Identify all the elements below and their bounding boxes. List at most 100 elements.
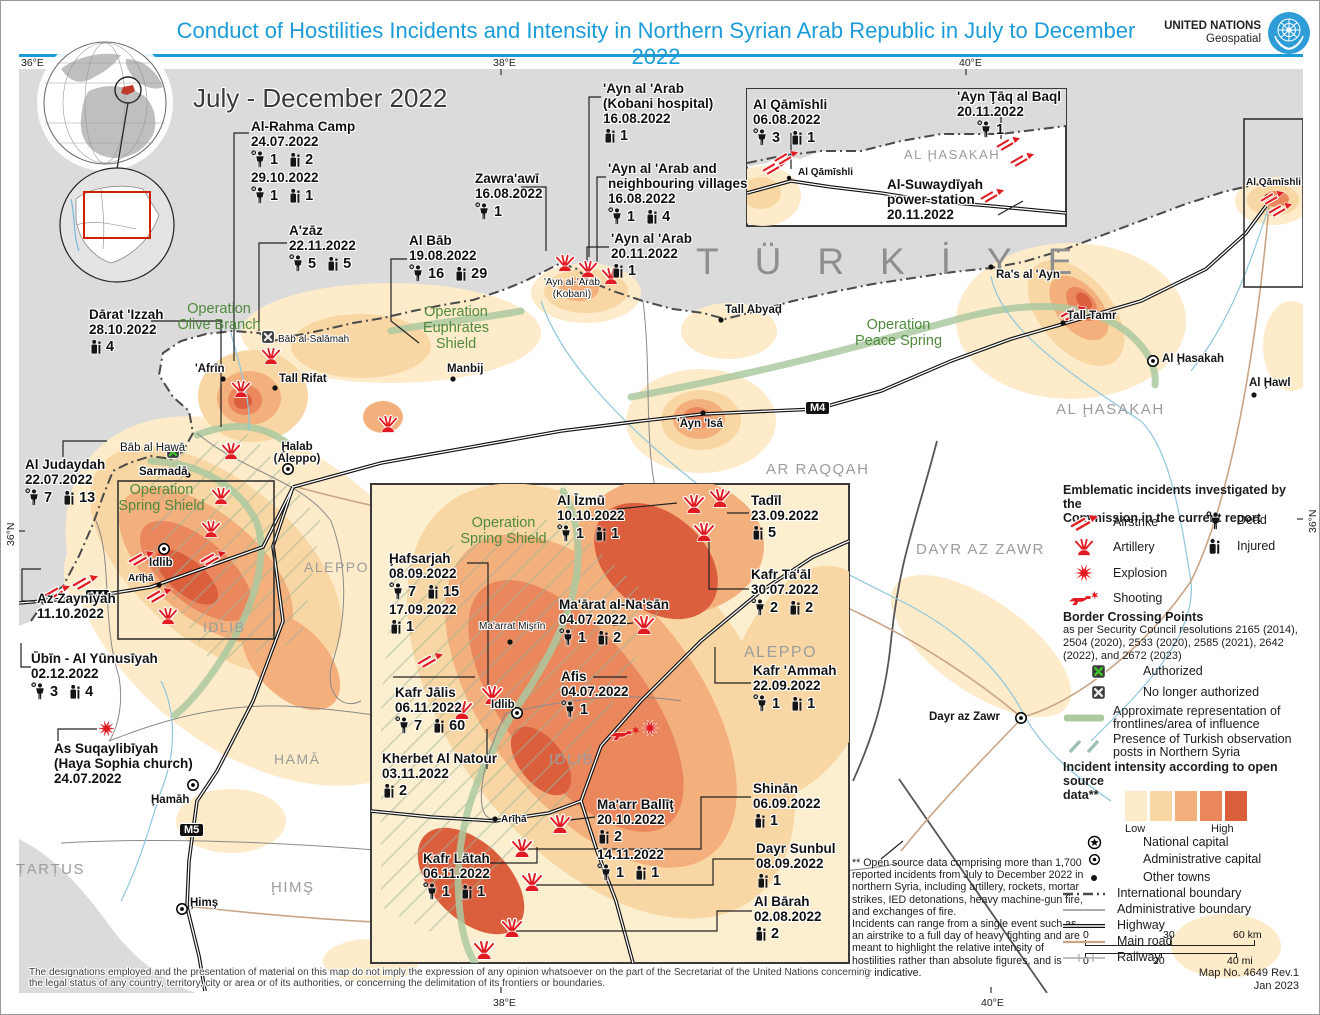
town-label-ariha-inset: Arīḩā (501, 814, 527, 825)
injured-count: 1 (406, 619, 415, 635)
dead-count: 7 (44, 490, 53, 506)
scale-km-0: 0 (1083, 929, 1089, 941)
not-authorized-icon (1083, 685, 1113, 700)
casualty-row: 2 2 (751, 598, 820, 616)
injured-count: 1 (773, 873, 782, 889)
casualty-row: 2 (382, 782, 497, 799)
dead-count: 2 (770, 600, 779, 616)
un-disclaimer: The designations employed and the presen… (29, 967, 871, 989)
injured-icon (68, 683, 81, 700)
incident-date: 02.12.2022 (31, 666, 99, 681)
callout-name: Shinān (753, 781, 799, 796)
callout-name: Kafr Ta'āl (751, 567, 811, 582)
dead-legend-icon (1199, 511, 1229, 530)
incident-date: 06.09.2022 (753, 796, 821, 811)
casualty-row: 1 1 (557, 524, 626, 542)
callout-name: Al Qāmīshli (753, 97, 828, 112)
injured-icon (594, 525, 607, 542)
town-label-al-qamishli-inset: Al Qāmīshli (798, 167, 854, 178)
legend-label-main-road: Main road (1117, 934, 1173, 948)
casualty-row: 1 (561, 700, 629, 718)
injured-count: 5 (343, 256, 352, 272)
injured-icon (788, 599, 801, 616)
casualty-row: 1 1 (251, 186, 355, 204)
injured-count: 1 (628, 263, 637, 279)
legend-label-administrative-boundary: Administrative boundary (1117, 902, 1252, 916)
callout-name: 'Ayn al 'Arab (Kobani hospital) (603, 81, 714, 111)
dead-icon (751, 598, 766, 616)
river-layer (120, 205, 1270, 902)
injured-count: 1 (770, 813, 779, 829)
incident-date: 06.11.2022 (395, 700, 462, 715)
callout-name: 'Ayn al 'Arab and neighbouring villages (608, 161, 748, 191)
legend-label-shooting: Shooting (1113, 591, 1163, 605)
injured-icon (790, 695, 803, 712)
callout-suqaylibiyah: As Suqaylibīyah (Haya Sophia church) 24.… (54, 741, 193, 786)
road-shield-m4-east: M4 (805, 401, 831, 415)
injured-icon (62, 489, 75, 506)
injured-icon (89, 338, 102, 355)
callout-leader-lines (20, 96, 1024, 932)
town-label-bab-al-hawa: Bāb al Hawā (120, 442, 186, 454)
legend-title: Emblematic incidents investigated by the… (1063, 483, 1286, 525)
ramp-swatch-5 (1225, 791, 1247, 821)
ramp-low-label: Low (1125, 823, 1146, 835)
callout-name: 'Ayn al 'Arab (611, 231, 692, 246)
idlib-extent-rect (117, 480, 275, 640)
town-label-tall-rifat: Tall Rifat (279, 373, 327, 385)
region-label-idlib-inset: IDLIB (549, 751, 595, 768)
injured-count: 1 (620, 128, 629, 144)
legend-label-dead: Dead (1237, 513, 1267, 527)
town-label-dayr-az-zawr: Dayr az Zawr (929, 711, 1000, 723)
casualty-row: 16 29 (409, 264, 494, 282)
dead-count: 1 (576, 526, 585, 542)
incident-date: 02.08.2022 (754, 909, 822, 924)
injured-icon (426, 583, 439, 600)
region-label-aleppo: ALEPPO (304, 559, 370, 575)
bcp-title: Border Crossing Points (1063, 610, 1204, 624)
scale-mi-20: 20 (1153, 955, 1165, 967)
town-label-tall-abyad: Tall Abyaḑ (725, 304, 782, 316)
un-emblem-icon (1268, 12, 1310, 54)
callout-maarat-nasan: Ma'ārat al-Na'sān 04.07.2022 1 2 (559, 597, 669, 648)
incident-date: 29.10.2022 (251, 170, 319, 185)
casualty-row: 1 (753, 812, 821, 829)
international-boundary-swatch (1063, 891, 1105, 897)
dead-count: 3 (772, 130, 781, 146)
ramp-swatch-3 (1175, 791, 1197, 821)
callout-name: Kafr Jālis (395, 685, 456, 700)
injured-count: 13 (79, 490, 96, 506)
region-label-hama: HAMĀ (274, 751, 321, 767)
callout-hafsarjah: Ḩafsarjah 08.09.2022 7 15 17.09.2022 1 (389, 551, 466, 637)
injured-count: 2 (771, 926, 780, 942)
callout-zawraawi: Zawra'awī 16.08.2022 1 (475, 171, 543, 222)
dead-icon (389, 582, 404, 600)
town-label-halab: Ḩalab (Aleppo) (273, 441, 321, 465)
dead-count: 1 (494, 204, 503, 220)
callout-al-bab: Al Bāb 19.08.2022 16 29 (409, 233, 494, 284)
dead-icon (597, 863, 612, 881)
casualty-row: 1 (756, 872, 836, 889)
callout-name: Al Bāb (409, 233, 452, 248)
incident-date: 24.07.2022 (251, 134, 319, 149)
injured-icon (756, 872, 769, 889)
ramp-high-label: High (1211, 823, 1234, 835)
dead-icon (251, 150, 266, 168)
injured-icon (754, 925, 767, 942)
incident-date: 11.10.2022 (37, 606, 104, 621)
dead-count: 1 (442, 884, 451, 900)
graticule-ticks (19, 69, 1303, 993)
region-label-turkiye: TÜRKİYE (696, 241, 1109, 282)
injured-icon (389, 618, 402, 635)
turkish-posts-swatch (1063, 738, 1105, 754)
highway-swatch (1063, 923, 1105, 929)
callout-darat-izzah: Dārat 'Izzah 28.10.2022 4 (89, 307, 163, 357)
callout-ayn-arab-villages: 'Ayn al 'Arab and neighbouring villages … (608, 161, 748, 227)
dead-icon (423, 882, 438, 900)
un-org-name: UNITED NATIONS (1164, 20, 1261, 32)
lon-label-38e-bottom: 38°E (493, 997, 516, 1009)
injured-count: 2 (399, 783, 408, 799)
callout-ubin: Ūbīn - Al Yūnusīyah 02.12.2022 3 4 (31, 651, 158, 702)
dead-icon (409, 264, 424, 282)
turkish-posts-hatch (151, 433, 321, 663)
